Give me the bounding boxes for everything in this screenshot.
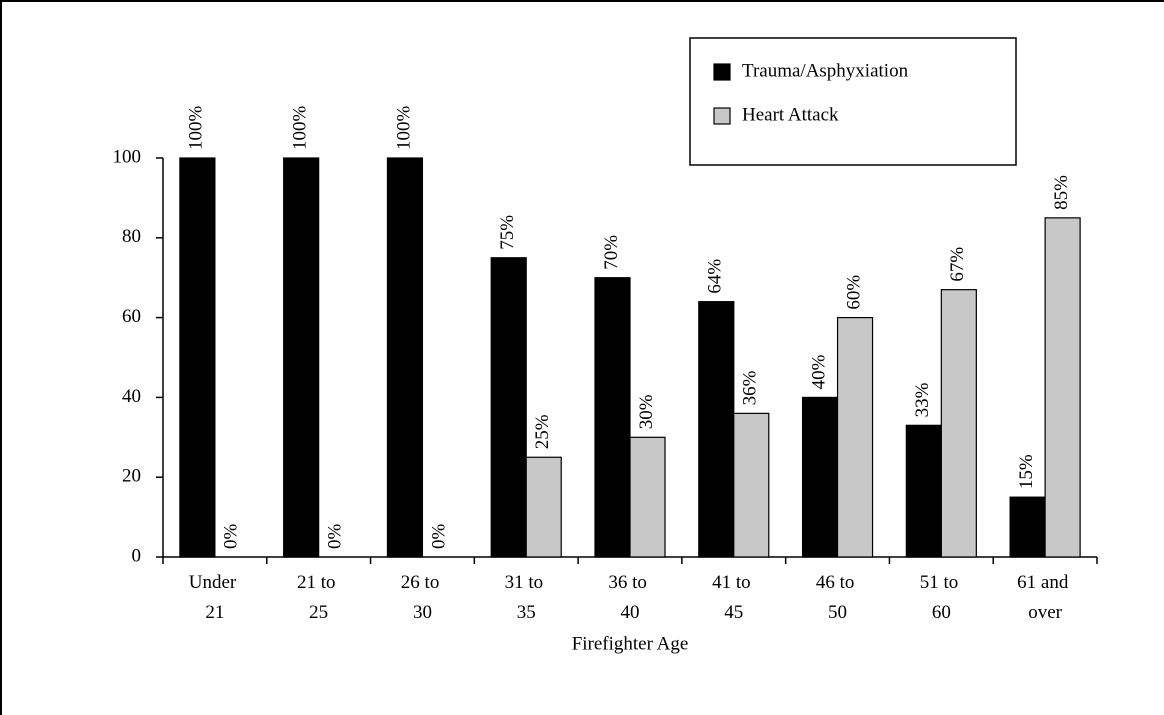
- bar: [801, 396, 839, 558]
- x-tick-label-line: over: [1028, 602, 1062, 623]
- bar: [698, 301, 735, 558]
- bar: [283, 157, 320, 558]
- y-tick-label: 0: [132, 545, 142, 566]
- x-tick-label-line: 36 to: [608, 572, 651, 593]
- x-tick-label-line: 30: [413, 602, 432, 623]
- x-tick-label-line: 35: [517, 602, 536, 623]
- y-tick-label: 20: [122, 466, 141, 487]
- legend-swatch: [713, 63, 731, 81]
- value-label: 60%: [843, 275, 864, 310]
- x-tick-label: 61 and over: [1017, 572, 1073, 623]
- bar: [1009, 496, 1046, 558]
- x-tick-label: 46 to 50: [816, 572, 859, 623]
- bar: [525, 456, 562, 558]
- bar: [905, 424, 942, 558]
- bar: [386, 157, 424, 558]
- value-label: 25%: [532, 414, 553, 449]
- value-label: 0%: [325, 524, 346, 550]
- x-tick-label-line: 41 to: [712, 572, 755, 593]
- bar: [179, 157, 216, 558]
- x-tick-label-line: 40: [621, 602, 640, 623]
- value-label: 100%: [393, 106, 414, 151]
- x-tick-label-line: 45: [724, 602, 743, 623]
- y-tick-label: 80: [122, 226, 141, 247]
- x-tick-label-line: 21: [205, 602, 224, 623]
- bar: [836, 317, 874, 558]
- x-tick-label: 36 to 40: [608, 572, 651, 623]
- y-tick-label: 60: [122, 306, 141, 327]
- x-tick-label-line: 31 to: [505, 572, 548, 593]
- x-axis-label: Firefighter Age: [572, 633, 689, 654]
- value-label: 70%: [601, 235, 622, 270]
- value-label: 40%: [808, 354, 829, 389]
- bar: [629, 436, 666, 558]
- x-tick-label-line: 51 to: [920, 572, 963, 593]
- value-label: 100%: [186, 106, 207, 151]
- x-tick-label: 51 to 60: [920, 572, 963, 623]
- value-label: 36%: [740, 370, 761, 405]
- x-tick-label-line: 61 and: [1017, 572, 1073, 593]
- x-tick-label-line: 26 to: [401, 572, 444, 593]
- value-label: 30%: [636, 394, 657, 429]
- x-tick-label: 31 to 35: [505, 572, 548, 623]
- x-tick-label: 41 to 45: [712, 572, 755, 623]
- value-label: 33%: [912, 382, 933, 417]
- bar: [490, 257, 527, 558]
- x-tick-label-line: Under: [189, 572, 241, 593]
- legend-swatch: [713, 107, 731, 125]
- value-label: 0%: [221, 524, 242, 550]
- value-label: 100%: [290, 106, 311, 151]
- value-label: 15%: [1016, 454, 1037, 489]
- x-tick-label-line: 46 to: [816, 572, 859, 593]
- bar: [733, 412, 770, 558]
- bar: [940, 289, 977, 558]
- y-tick-label: 100: [113, 146, 142, 167]
- bar: [1044, 217, 1081, 558]
- legend-label: Trauma/Asphyxiation: [742, 60, 909, 81]
- x-tick-label: Under 21: [189, 572, 241, 623]
- value-label: 67%: [947, 247, 968, 282]
- x-tick-label: 26 to 30: [401, 572, 444, 623]
- legend-label: Heart Attack: [742, 104, 839, 125]
- x-tick-label-line: 50: [828, 602, 847, 623]
- value-label: 85%: [1051, 175, 1072, 210]
- y-tick-label: 40: [122, 386, 141, 407]
- value-label: 75%: [497, 215, 518, 250]
- legend: [689, 37, 1017, 166]
- x-tick-label: 21 to 25: [297, 572, 340, 623]
- bar: [594, 277, 631, 558]
- x-tick-label-line: 60: [932, 602, 951, 623]
- value-label: 0%: [428, 524, 449, 550]
- x-tick-label-line: 25: [309, 602, 328, 623]
- value-label: 64%: [705, 259, 726, 294]
- x-tick-label-line: 21 to: [297, 572, 340, 593]
